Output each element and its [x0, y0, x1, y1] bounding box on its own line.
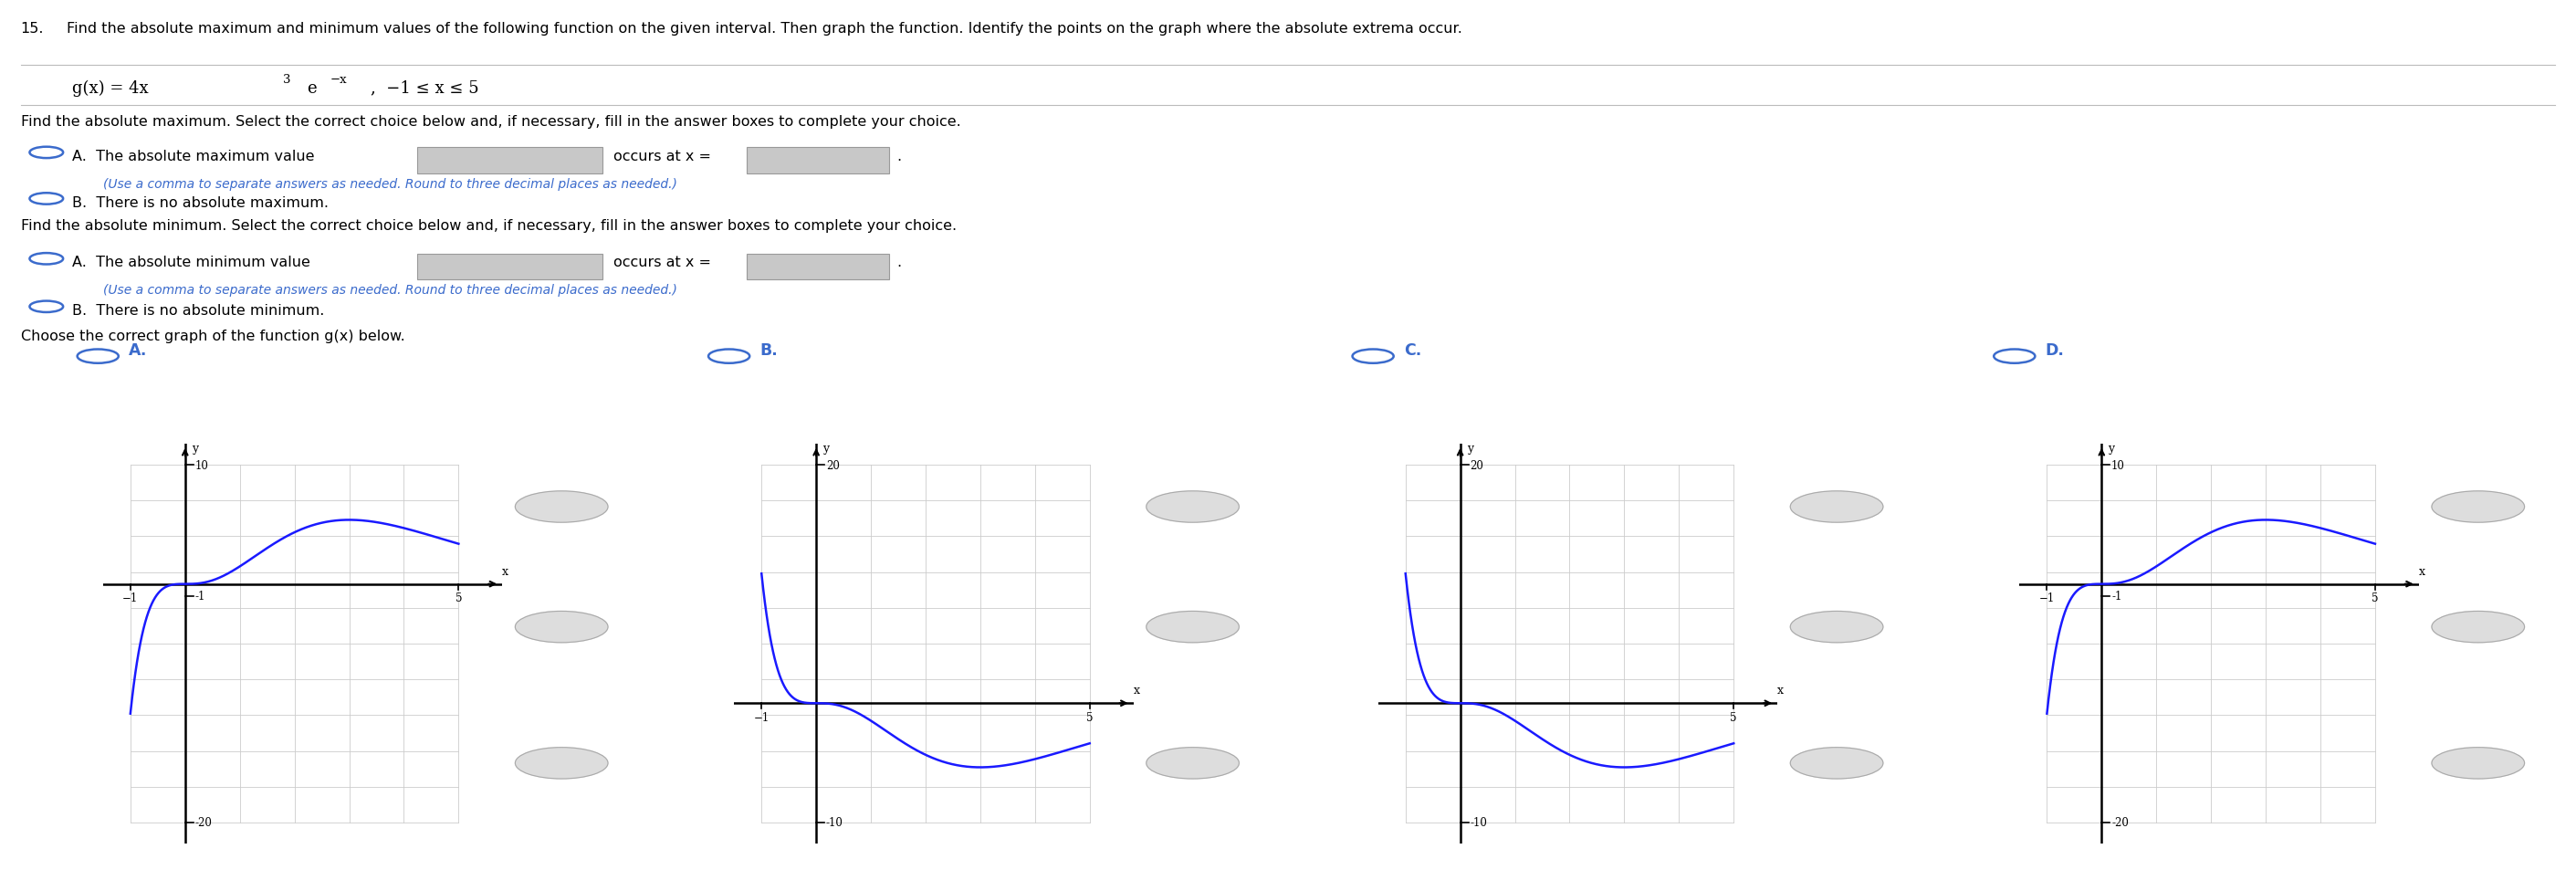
Text: +: +	[1188, 496, 1198, 512]
FancyBboxPatch shape	[747, 254, 889, 280]
Text: C.: C.	[1404, 342, 1422, 358]
Text: B.  There is no absolute maximum.: B. There is no absolute maximum.	[72, 196, 330, 210]
Text: −1: −1	[2040, 592, 2056, 604]
Text: (Use a comma to separate answers as needed. Round to three decimal places as nee: (Use a comma to separate answers as need…	[103, 284, 677, 297]
Text: 3: 3	[283, 74, 291, 86]
Text: -10: -10	[827, 817, 842, 828]
Text: B.  There is no absolute minimum.: B. There is no absolute minimum.	[72, 304, 325, 318]
Text: x: x	[1133, 685, 1139, 696]
Text: 15.: 15.	[21, 22, 44, 36]
Text: −: −	[2473, 616, 2483, 632]
Text: 20: 20	[827, 459, 840, 471]
Text: occurs at x =: occurs at x =	[613, 150, 711, 164]
Text: Choose the correct graph of the function g(x) below.: Choose the correct graph of the function…	[21, 329, 404, 343]
Text: A.: A.	[129, 342, 147, 358]
Text: 20: 20	[1471, 459, 1484, 471]
Text: -20: -20	[2112, 817, 2128, 828]
FancyBboxPatch shape	[747, 148, 889, 174]
Text: +: +	[556, 496, 567, 512]
Text: 5: 5	[1731, 712, 1736, 723]
Text: e: e	[307, 80, 317, 97]
Text: y: y	[191, 443, 198, 454]
Text: x: x	[2419, 566, 2424, 577]
Text: B.: B.	[760, 342, 778, 358]
Text: 10: 10	[196, 459, 209, 471]
Text: -1: -1	[196, 590, 206, 602]
Text: 5: 5	[456, 592, 461, 604]
Text: ↗: ↗	[2473, 753, 2483, 769]
Text: -1: -1	[2112, 590, 2123, 602]
Text: x: x	[502, 566, 507, 577]
Text: ↗: ↗	[1832, 753, 1842, 769]
Text: −x: −x	[330, 74, 348, 86]
Text: +: +	[1832, 496, 1842, 512]
Text: x: x	[1777, 685, 1783, 696]
Text: A.  The absolute minimum value: A. The absolute minimum value	[72, 256, 309, 270]
Text: +: +	[2473, 496, 2483, 512]
Text: −1: −1	[124, 592, 139, 604]
Text: 10: 10	[2112, 459, 2125, 471]
Text: occurs at x =: occurs at x =	[613, 256, 711, 270]
Text: y: y	[822, 443, 829, 454]
Text: A.  The absolute maximum value: A. The absolute maximum value	[72, 150, 314, 164]
Text: Find the absolute maximum. Select the correct choice below and, if necessary, fi: Find the absolute maximum. Select the co…	[21, 115, 961, 129]
Text: 5: 5	[1087, 712, 1092, 723]
Text: ↗: ↗	[556, 753, 567, 769]
Text: Find the absolute maximum and minimum values of the following function on the gi: Find the absolute maximum and minimum va…	[67, 22, 1463, 36]
Text: (Use a comma to separate answers as needed. Round to three decimal places as nee: (Use a comma to separate answers as need…	[103, 177, 677, 191]
Text: g(x) = 4x: g(x) = 4x	[72, 80, 149, 97]
FancyBboxPatch shape	[417, 148, 603, 174]
Text: .: .	[896, 256, 902, 270]
Text: −: −	[1832, 616, 1842, 632]
Text: ,  −1 ≤ x ≤ 5: , −1 ≤ x ≤ 5	[371, 80, 479, 97]
FancyBboxPatch shape	[417, 254, 603, 280]
Text: -20: -20	[196, 817, 211, 828]
Text: .: .	[896, 150, 902, 164]
Text: −1: −1	[755, 712, 770, 723]
Text: D.: D.	[2045, 342, 2063, 358]
Text: y: y	[2107, 443, 2115, 454]
Text: −: −	[1188, 616, 1198, 632]
Text: Find the absolute minimum. Select the correct choice below and, if necessary, fi: Find the absolute minimum. Select the co…	[21, 219, 956, 233]
Text: −: −	[556, 616, 567, 632]
Text: 5: 5	[2372, 592, 2378, 604]
Text: ↗: ↗	[1188, 753, 1198, 769]
Text: y: y	[1466, 443, 1473, 454]
Text: -10: -10	[1471, 817, 1486, 828]
